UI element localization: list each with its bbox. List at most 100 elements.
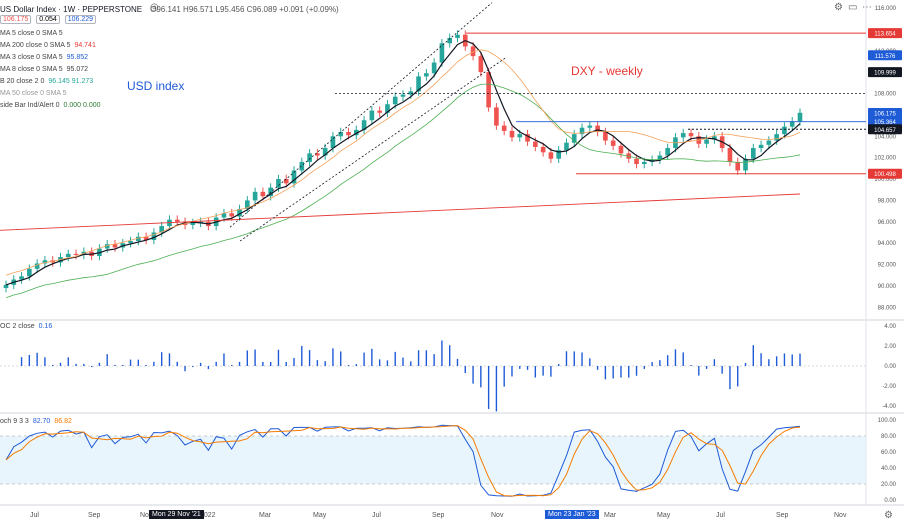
candle-body xyxy=(330,136,336,149)
indicator-row-0[interactable]: MA 5 close 0 SMA 5 xyxy=(0,30,67,37)
maximize-icon[interactable]: ▭ xyxy=(848,2,858,13)
candle-body xyxy=(579,127,585,135)
candle-body xyxy=(19,276,24,280)
candle-body xyxy=(3,284,9,289)
usd-index-annotation[interactable]: USD index xyxy=(127,79,185,93)
roc-tick: -4.00 xyxy=(882,404,896,410)
price-tick: 100.000 xyxy=(874,177,896,183)
x-tick: 2022 xyxy=(200,512,216,519)
candle-body xyxy=(400,94,406,97)
candle-body xyxy=(361,120,367,130)
candle-body xyxy=(571,134,577,143)
eye-icon[interactable]: ◎ xyxy=(150,2,159,13)
candle-body xyxy=(174,219,180,222)
candle-body xyxy=(750,148,756,159)
candle-body xyxy=(431,62,437,74)
price-tick: 98.000 xyxy=(878,198,897,204)
x-tick: Sep xyxy=(776,512,789,519)
indicator-label: MA 50 close 0 SMA 5 xyxy=(0,90,67,97)
candle-body xyxy=(260,191,266,197)
indicator-row-3[interactable]: MA 8 close 0 SMA 5 95.072 xyxy=(0,66,88,73)
candle-body xyxy=(291,170,297,184)
ask-price[interactable]: 106.229 xyxy=(64,15,97,24)
roc-tick: 4.00 xyxy=(884,324,896,330)
spread-value: 0.054 xyxy=(36,15,60,24)
x-tick: Sep xyxy=(88,512,101,519)
ma-200-line xyxy=(0,193,801,231)
roc-label: OC 2 close xyxy=(0,323,35,330)
candle-body xyxy=(34,263,40,269)
candle-body xyxy=(299,161,305,171)
candle-body xyxy=(307,153,312,162)
candle-body xyxy=(416,76,421,92)
crosshair-date-tag: Mon 29 Nov '21 xyxy=(149,510,204,519)
price-tick: 102.000 xyxy=(874,156,896,162)
gear-icon[interactable]: ⚙ xyxy=(834,2,843,13)
indicator-label: MA 3 close 0 SMA 5 xyxy=(0,54,63,61)
candle-body xyxy=(610,140,616,146)
candle-body xyxy=(470,46,476,57)
candle-body xyxy=(712,136,717,140)
indicator-row-1[interactable]: MA 200 close 0 SMA 5 94.741 xyxy=(0,42,96,49)
candle-body xyxy=(221,213,227,218)
x-tick: Mar xyxy=(259,512,272,519)
quote-box: 106.175 0.054 106.229 xyxy=(0,15,99,24)
ellipsis-icon[interactable]: ⋯ xyxy=(862,2,872,13)
candle-body xyxy=(73,253,79,255)
price-tag-box xyxy=(868,108,902,119)
candle-body xyxy=(159,226,164,233)
indicator-row-4[interactable]: B 20 close 2 0 96.145 91.273 xyxy=(0,78,93,85)
x-tick: May xyxy=(657,512,671,519)
candle-body xyxy=(245,200,250,209)
indicator-value: 0.000 0.000 xyxy=(63,102,101,109)
x-tick: Nov xyxy=(140,512,153,519)
price-tag-box xyxy=(868,67,902,78)
stoch-tick: 80.00 xyxy=(881,434,897,440)
candle-body xyxy=(447,37,453,44)
indicator-row-5[interactable]: MA 50 close 0 SMA 5 xyxy=(0,90,71,97)
candle-body xyxy=(65,253,71,258)
stoch-tick: 20.00 xyxy=(881,482,897,488)
roc-tick: 0.00 xyxy=(884,364,896,370)
candle-body xyxy=(540,146,546,153)
x-tick: Jul xyxy=(30,512,39,519)
candle-body xyxy=(353,129,359,136)
stoch-band xyxy=(0,436,866,484)
symbol-title[interactable]: US Dollar Index · 1W · PEPPERSTONE xyxy=(0,4,143,14)
candle-body xyxy=(548,152,554,159)
x-tick: Jul xyxy=(372,512,381,519)
indicator-row-6[interactable]: side Bar Ind/Alert 0 0.000 0.000 xyxy=(0,102,101,109)
candle-body xyxy=(595,125,600,132)
indicator-row-2[interactable]: MA 3 close 0 SMA 5 95.852 xyxy=(0,54,88,61)
bid-price[interactable]: 106.175 xyxy=(0,15,32,24)
candle-body xyxy=(252,191,258,201)
candle-body xyxy=(276,179,281,188)
price-tag-label: 106.175 xyxy=(874,112,896,118)
candle-body xyxy=(494,107,499,126)
dxy-weekly-annotation[interactable]: DXY - weekly xyxy=(571,64,643,78)
price-tag-box xyxy=(868,116,902,127)
candle-body xyxy=(797,112,803,122)
indicator-label: MA 5 close 0 SMA 5 xyxy=(0,30,63,37)
candle-body xyxy=(634,158,639,165)
price-tag-label: 113.654 xyxy=(874,32,896,38)
indicator-label: B 20 close 2 0 xyxy=(0,78,45,85)
candle-body xyxy=(42,260,48,264)
candle-body xyxy=(533,141,538,147)
settings-icon[interactable]: ⚙ xyxy=(884,510,893,521)
roc-legend[interactable]: OC 2 close 0.16 xyxy=(0,323,52,330)
candle-body xyxy=(782,126,787,135)
crosshair-date-tag: Mon 23 Jan '23 xyxy=(545,510,599,519)
candle-body xyxy=(143,236,149,240)
candle-body xyxy=(229,213,235,217)
candle-body xyxy=(455,34,460,38)
candle-body xyxy=(657,155,663,160)
candle-body xyxy=(688,133,694,137)
roc-tick: 2.00 xyxy=(884,344,896,350)
candle-body xyxy=(283,179,289,184)
indicator-value: 94.741 xyxy=(74,42,96,49)
stoch-legend[interactable]: och 9 3 3 82.70 86.82 xyxy=(0,418,72,425)
candle-body xyxy=(424,73,429,77)
